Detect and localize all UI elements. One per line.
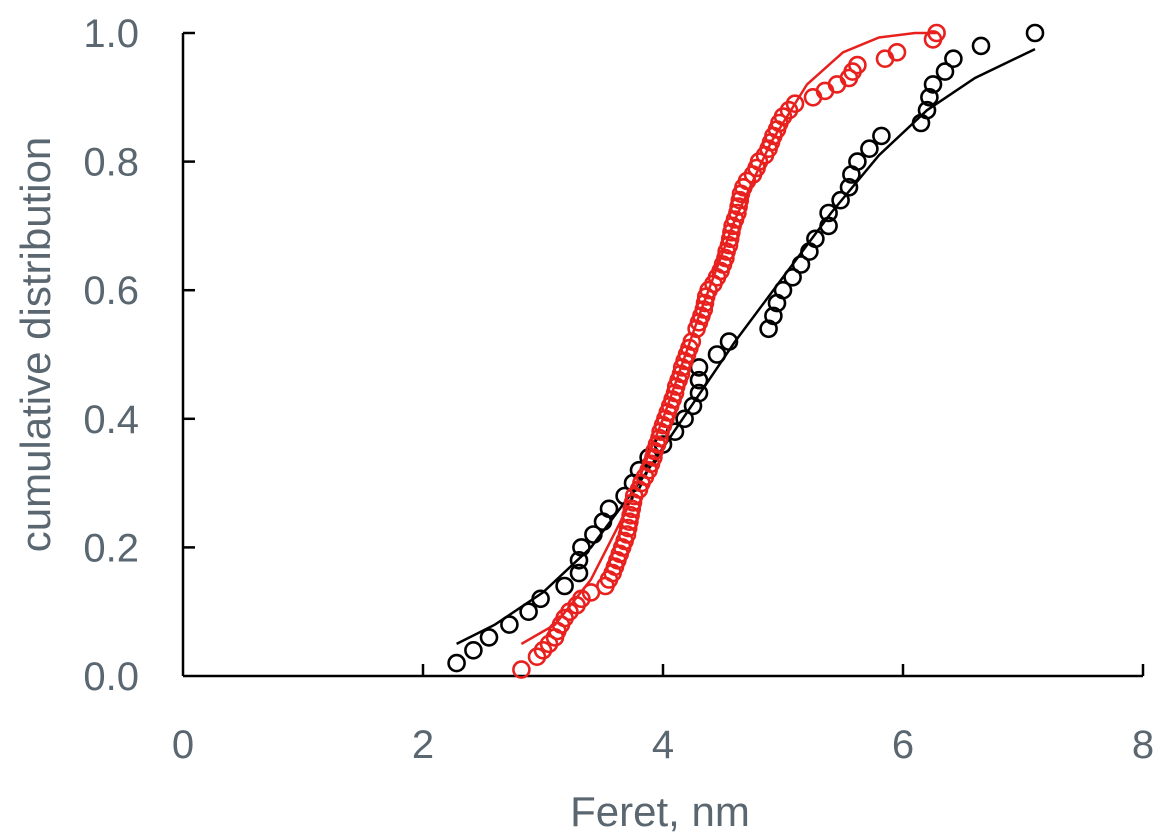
- data-point-series-1: [675, 409, 694, 429]
- data-point-series-1: [599, 499, 619, 519]
- data-point-series-1: [923, 75, 943, 94]
- data-point-series-1: [944, 49, 963, 69]
- data-point-series-2: [927, 23, 946, 43]
- data-point-series-2: [618, 518, 638, 538]
- data-point-series-2: [716, 248, 735, 268]
- data-point-series-1: [917, 100, 937, 120]
- data-points: [447, 23, 1045, 679]
- data-point-series-1: [519, 602, 538, 622]
- data-point-series-2: [671, 364, 691, 384]
- data-point-series-2: [749, 152, 769, 171]
- x-ticks: 0 2 4 6 8: [172, 664, 1154, 767]
- data-point-series-1: [819, 203, 838, 223]
- axes: 0 2 4 6 8 0.0 0.2 0.4 0.6 0.8 1.0: [83, 12, 1154, 767]
- data-point-series-1: [500, 615, 519, 634]
- data-point-series-2: [695, 293, 715, 313]
- data-point-series-2: [785, 94, 805, 113]
- data-point-series-2: [773, 107, 793, 126]
- y-tick-label: 0.4: [83, 398, 139, 442]
- data-point-series-1: [848, 152, 867, 171]
- data-point-series-1: [860, 139, 879, 158]
- data-point-series-1: [464, 640, 483, 660]
- data-point-series-1: [719, 332, 739, 351]
- data-point-series-2: [729, 197, 748, 216]
- x-tick-label: 6: [892, 723, 914, 767]
- data-point-series-1: [689, 383, 709, 403]
- data-point-series-1: [935, 62, 955, 81]
- data-point-series-1: [872, 126, 891, 146]
- y-tick-label: 0.2: [83, 526, 139, 570]
- y-tick-label: 0.6: [83, 269, 139, 313]
- data-point-series-1: [555, 576, 574, 596]
- data-point-series-1: [791, 255, 811, 274]
- y-tick-label: 0.8: [83, 141, 139, 185]
- data-point-series-1: [584, 525, 603, 544]
- data-point-series-1: [819, 216, 838, 236]
- data-point-series-1: [569, 550, 589, 570]
- data-point-series-2: [533, 640, 553, 660]
- data-point-series-2: [650, 428, 669, 448]
- data-point-series-2: [694, 300, 714, 319]
- data-point-series-2: [848, 55, 867, 75]
- data-point-series-1: [806, 229, 825, 249]
- data-point-series-2: [644, 448, 663, 467]
- fit-line-series-1: [456, 47, 1036, 646]
- data-point-series-1: [920, 88, 939, 107]
- data-point-series-2: [621, 505, 640, 525]
- data-point-series-2: [737, 171, 757, 191]
- data-point-series-1: [572, 538, 591, 557]
- x-tick-label: 4: [652, 723, 674, 767]
- data-point-series-1: [839, 178, 859, 197]
- data-point-series-1: [831, 190, 850, 210]
- data-point-series-2: [728, 203, 747, 223]
- y-axis-title: cumulative distribution: [12, 137, 59, 553]
- data-point-series-1: [783, 267, 802, 287]
- data-point-series-2: [887, 42, 907, 62]
- data-point-series-1: [479, 628, 499, 647]
- y-tick-label: 0.0: [83, 655, 139, 699]
- data-point-series-1: [689, 370, 709, 390]
- data-point-series-2: [617, 525, 637, 544]
- data-point-series-2: [665, 383, 685, 403]
- data-point-series-1: [1025, 23, 1045, 43]
- data-point-series-1: [707, 345, 727, 364]
- y-tick-label: 1.0: [83, 12, 139, 56]
- data-point-series-2: [722, 223, 741, 242]
- x-tick-label: 2: [412, 723, 434, 767]
- data-point-series-1: [531, 589, 550, 609]
- data-point-series-1: [764, 306, 783, 326]
- data-point-series-1: [447, 653, 466, 673]
- data-point-series-1: [971, 36, 991, 56]
- data-point-series-2: [720, 229, 740, 249]
- data-point-series-2: [527, 647, 547, 667]
- fit-lines: [456, 31, 1036, 646]
- x-axis-title: Feret, nm: [570, 788, 750, 835]
- data-point-series-2: [572, 589, 591, 609]
- data-point-series-1: [569, 563, 589, 583]
- data-point-series-2: [620, 512, 639, 532]
- y-ticks: 0.0 0.2 0.4 0.6 0.8 1.0: [83, 12, 195, 699]
- data-point-series-2: [622, 499, 642, 519]
- data-point-series-2: [512, 660, 531, 679]
- x-tick-label: 0: [172, 723, 194, 767]
- data-point-series-1: [773, 280, 793, 300]
- data-point-series-2: [730, 190, 750, 210]
- data-point-series-2: [719, 235, 739, 255]
- x-tick-label: 8: [1132, 723, 1154, 767]
